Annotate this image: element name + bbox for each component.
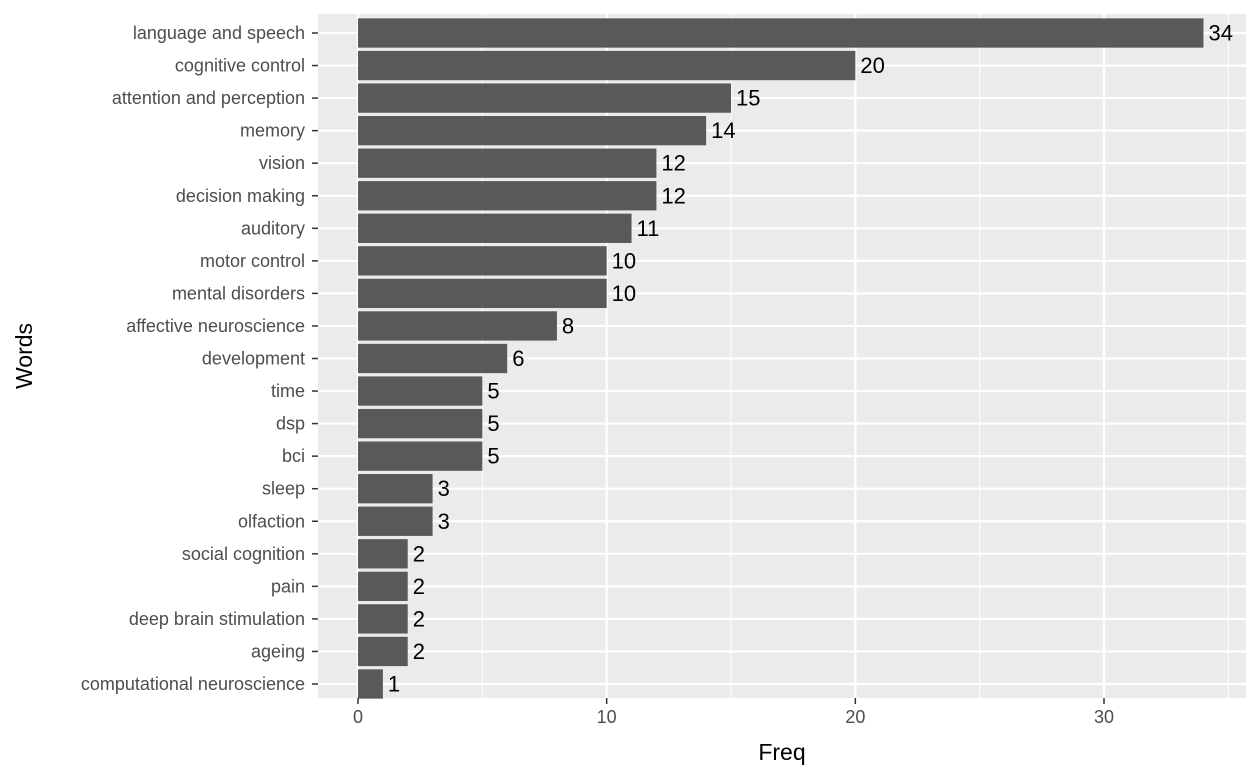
data-label: 3 [438,476,450,501]
y-tick-label: memory [240,121,305,141]
data-label: 2 [413,574,425,599]
bar [358,571,408,601]
bar [358,604,408,634]
data-label: 1 [388,672,400,697]
bar [358,506,433,536]
y-tick-label: motor control [200,251,305,271]
data-label: 14 [711,118,735,143]
y-tick-label: affective neuroscience [126,316,305,336]
bar [358,669,383,699]
y-tick-label: pain [271,576,305,596]
bar [358,441,483,471]
bar [358,539,408,569]
y-tick-label: time [271,381,305,401]
y-axis-title: Words [11,323,37,389]
data-label: 10 [612,281,636,306]
bar [358,343,508,374]
bar [358,116,707,146]
y-tick-label: dsp [276,414,305,434]
bar [358,636,408,667]
y-tick-label: sleep [262,479,305,499]
data-label: 12 [661,183,685,208]
y-tick-label: attention and perception [112,88,305,108]
y-tick-label: language and speech [133,23,305,43]
data-label: 8 [562,313,574,338]
bar [358,50,856,81]
x-axis-title: Freq [758,739,805,765]
y-tick-label: mental disorders [172,283,305,303]
bar [358,408,483,439]
x-tick-label: 30 [1094,707,1114,727]
x-tick-label: 20 [845,707,865,727]
data-label: 20 [860,53,884,78]
y-tick-label: development [202,349,305,369]
y-tick-label: computational neuroscience [81,674,305,694]
bar [358,213,632,243]
y-axis: language and speech cognitive control atte… [81,23,318,694]
data-label: 12 [661,151,685,176]
data-label: 5 [487,444,499,469]
data-label: 2 [413,541,425,566]
bar [358,148,657,178]
y-tick-label: bci [282,446,305,466]
y-tick-label: decision making [176,186,305,206]
bar [358,376,483,406]
bar [358,83,731,113]
bars [358,18,1204,699]
y-tick-label: deep brain stimulation [129,609,305,629]
x-tick-label: 0 [353,707,363,727]
x-axis: 0 10 20 30 [353,698,1114,727]
bar [358,18,1204,48]
y-tick-label: auditory [241,218,305,238]
bar [358,246,607,276]
y-tick-label: cognitive control [175,56,305,76]
data-label: 2 [413,639,425,664]
y-tick-label: social cognition [182,544,305,564]
data-label: 15 [736,86,760,111]
x-tick-label: 10 [597,707,617,727]
y-tick-label: vision [259,153,305,173]
bar [358,181,657,211]
data-label: 34 [1208,21,1232,46]
data-label: 11 [637,216,660,241]
data-label: 6 [512,346,524,371]
data-label: 2 [413,606,425,631]
bar [358,311,557,341]
y-tick-label: ageing [251,641,305,661]
data-label: 5 [487,411,499,436]
bar [358,474,433,504]
data-label: 10 [612,248,636,273]
data-label: 3 [438,509,450,534]
y-tick-label: olfaction [238,511,305,531]
bar [358,278,607,309]
data-label: 5 [487,379,499,404]
